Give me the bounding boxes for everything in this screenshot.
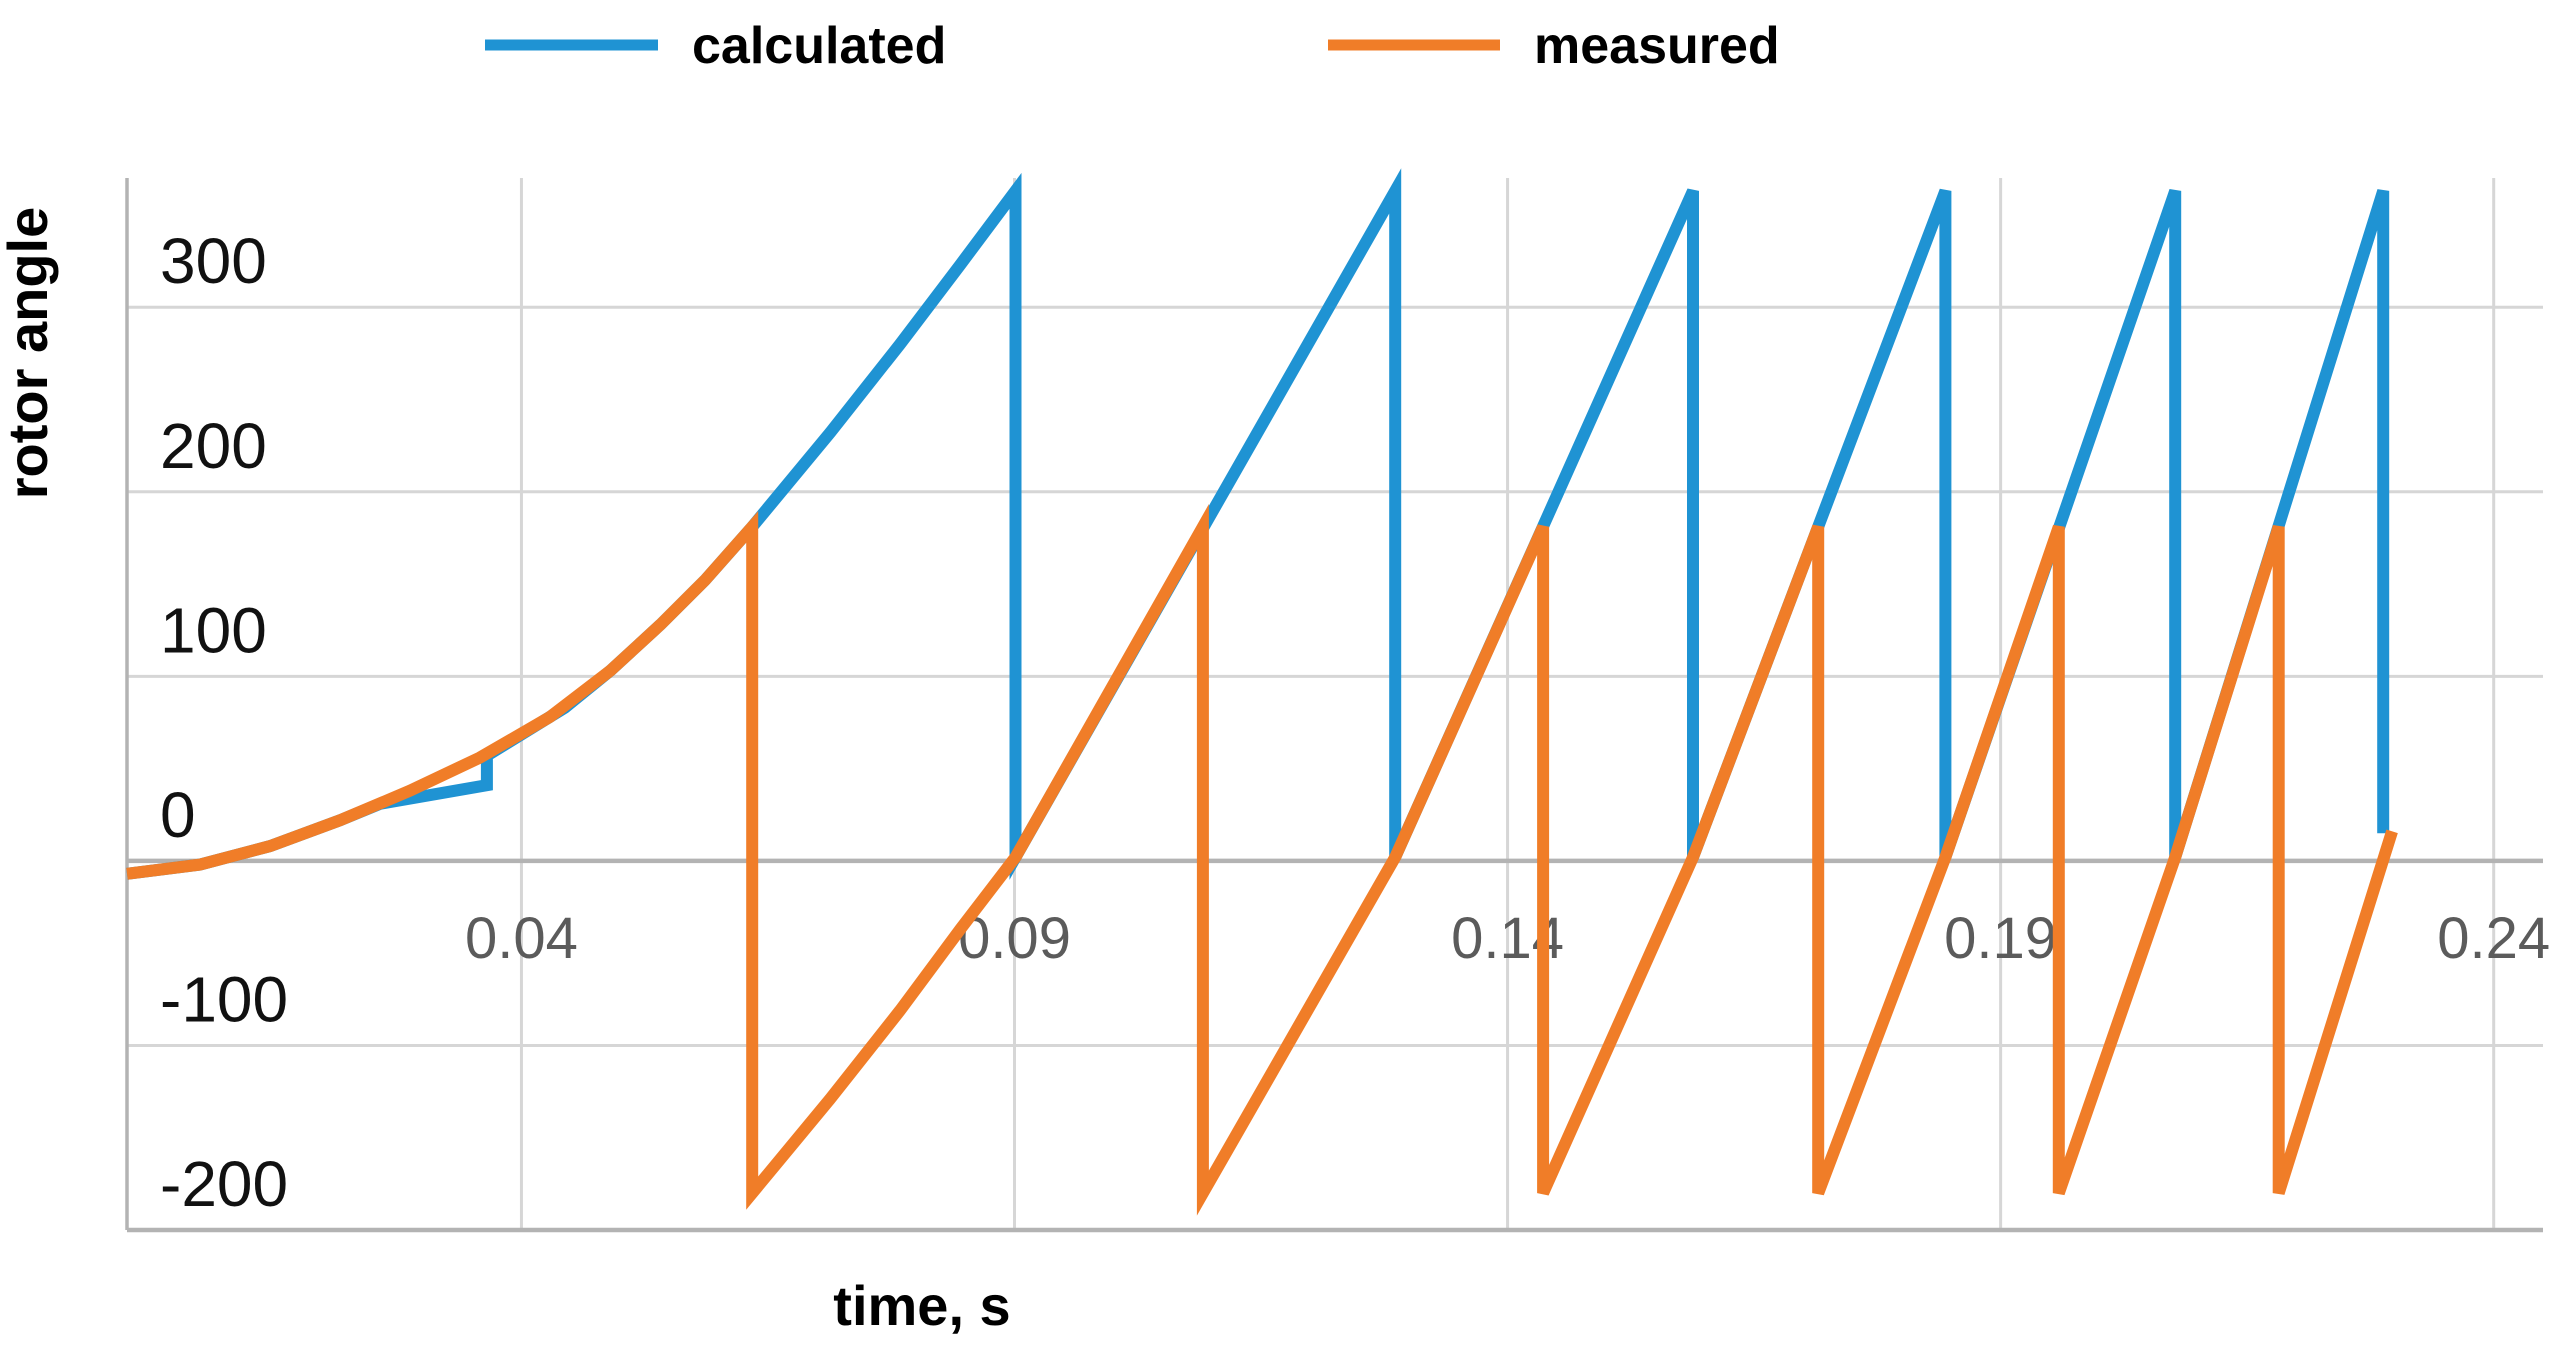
series-layer (126, 168, 2398, 1216)
y-tick-label: 0 (160, 779, 196, 851)
y-axis-title: rotor angle (0, 207, 59, 499)
x-tick-label: 0.19 (1944, 906, 2057, 971)
series-measured-line (126, 504, 2398, 1216)
legend: calculated measured (485, 17, 1780, 75)
legend-label-calculated: calculated (692, 17, 946, 75)
legend-label-measured: measured (1534, 17, 1780, 75)
x-axis-title: time, s (833, 1274, 1010, 1337)
x-tick-label: 0.04 (465, 906, 578, 971)
y-tick-label: -200 (160, 1148, 288, 1220)
y-tick-label: -100 (160, 963, 288, 1035)
y-tick-label: 200 (160, 410, 267, 482)
y-tick-label: 100 (160, 594, 267, 666)
series-calculated-line (126, 168, 2390, 880)
y-tick-label: 300 (160, 225, 267, 297)
x-tick-label: 0.24 (2437, 906, 2550, 971)
